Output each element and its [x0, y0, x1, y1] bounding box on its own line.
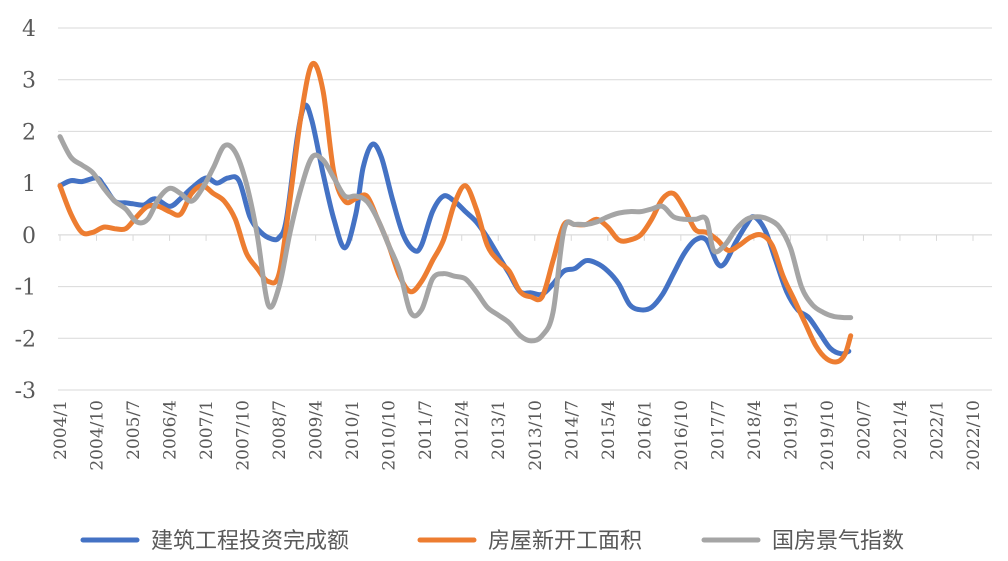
series-lines	[57, 60, 854, 365]
x-tick-label: 2007/1	[197, 400, 217, 460]
legend-item-housing-climate-index: 国房景气指数	[701, 529, 904, 554]
legend-label: 国房景气指数	[772, 529, 904, 554]
y-axis-tick-labels: 4 3 2 1 0 -1 -2 -3	[15, 17, 36, 404]
legend-label: 建筑工程投资完成额	[151, 529, 349, 554]
x-tick-label: 2013/10	[526, 400, 546, 471]
legend: 建筑工程投资完成额 房屋新开工面积 国房景气指数	[80, 529, 904, 554]
series-line-new-housing-starts	[57, 60, 854, 365]
x-tick-label: 2022/1	[927, 400, 947, 460]
y-tick-label: -2	[15, 327, 36, 352]
x-tick-label: 2016/10	[672, 400, 692, 471]
x-tick-label: 2011/7	[416, 400, 436, 460]
x-tick-label: 2018/4	[745, 400, 765, 460]
x-tick-label: 2015/4	[599, 400, 619, 460]
x-tick-label: 2004/1	[51, 400, 71, 460]
x-tick-label: 2014/7	[562, 400, 582, 460]
x-tick-label: 2021/4	[891, 400, 911, 460]
x-tick-label: 2020/7	[854, 400, 874, 460]
x-axis-tick-labels: 2004/1 2004/10 2005/7 2006/4 2007/1 2007/10 20…	[51, 400, 984, 471]
series-line-construction-investment	[57, 102, 852, 357]
x-tick-label: 2019/1	[781, 400, 801, 460]
x-tick-label: 2022/10	[964, 400, 984, 471]
x-tick-label: 2012/4	[453, 400, 473, 460]
x-tick-label: 2004/10	[88, 400, 108, 471]
x-tick-label: 2013/1	[489, 400, 509, 460]
x-tick-label: 2007/10	[234, 400, 254, 471]
y-tick-label: 3	[22, 69, 36, 94]
legend-item-new-housing-starts: 房屋新开工面积	[417, 529, 642, 554]
x-tick-label: 2016/1	[635, 400, 655, 460]
x-tick-label: 2005/7	[124, 400, 144, 460]
y-tick-label: 4	[22, 17, 36, 42]
x-tick-label: 2009/4	[307, 400, 327, 460]
x-tick-label: 2006/4	[161, 400, 181, 460]
x-tick-label: 2019/10	[818, 400, 838, 471]
x-axis	[58, 234, 992, 241]
series-line-housing-climate-index	[57, 134, 854, 344]
y-tick-label: 2	[22, 120, 36, 145]
y-tick-label: 0	[22, 224, 36, 249]
x-tick-label: 2010/1	[343, 400, 363, 460]
x-tick-label: 2008/7	[270, 400, 290, 460]
y-tick-label: -3	[15, 379, 36, 404]
x-tick-label: 2017/7	[708, 400, 728, 460]
x-tick-label: 2010/10	[380, 400, 400, 471]
legend-label: 房屋新开工面积	[488, 529, 642, 554]
y-tick-label: -1	[15, 276, 36, 301]
legend-item-construction-investment: 建筑工程投资完成额	[80, 529, 349, 554]
y-tick-label: 1	[22, 172, 36, 197]
